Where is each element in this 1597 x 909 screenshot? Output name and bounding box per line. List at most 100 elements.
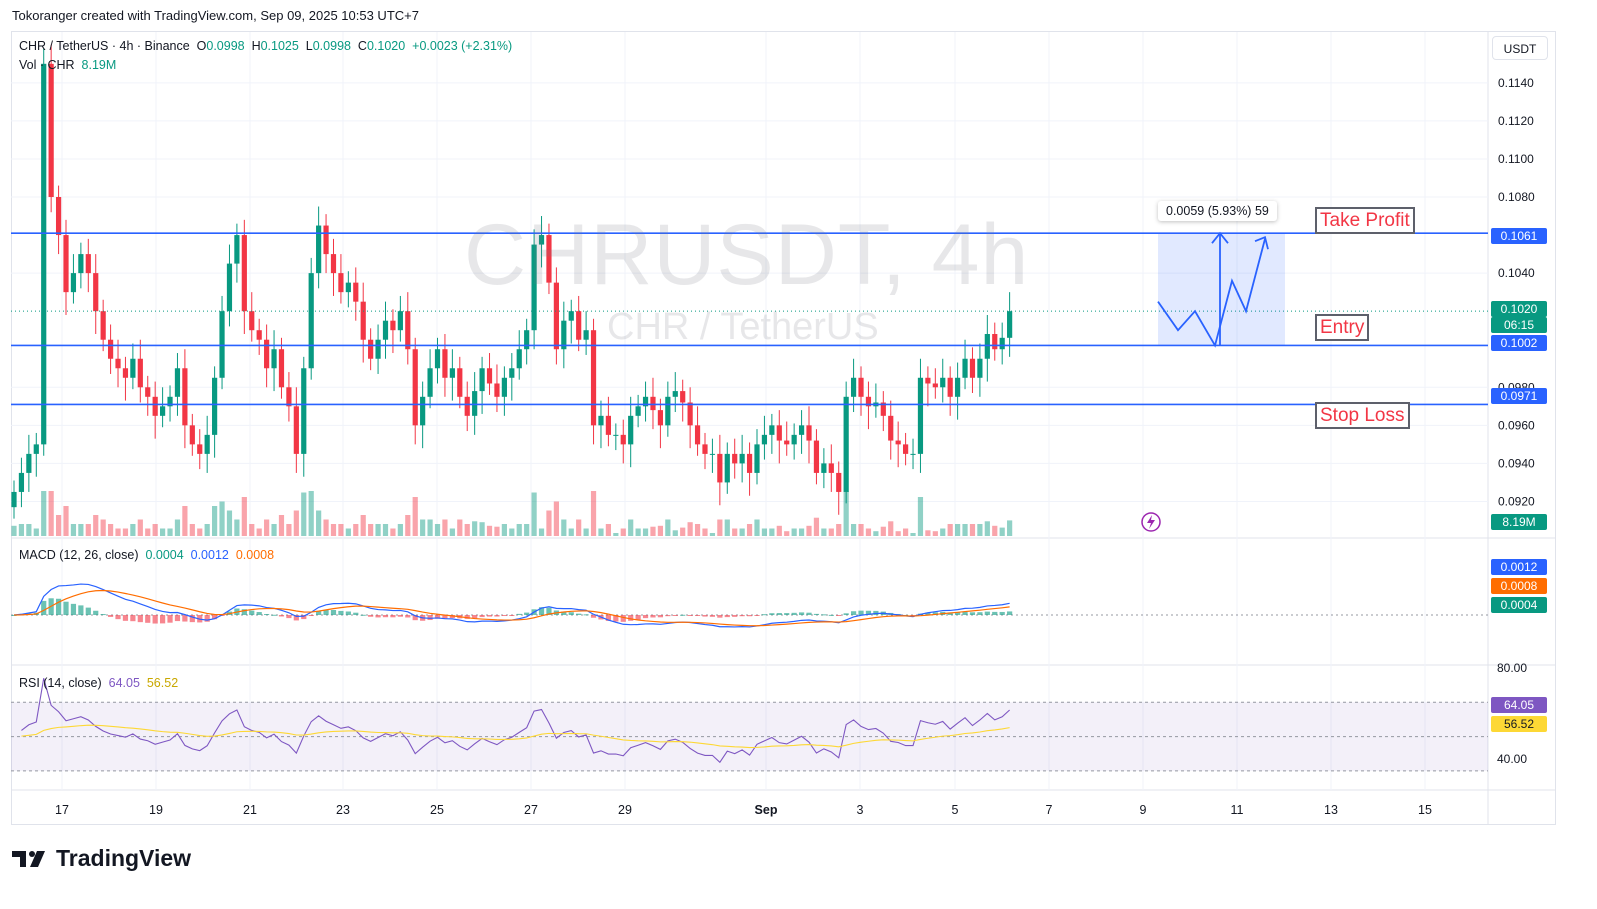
- volume-bar: [18, 524, 25, 536]
- macd-histogram-bar: [107, 615, 114, 617]
- volume-bar: [613, 533, 619, 536]
- macd-legend[interactable]: MACD (12, 26, close) 0.0004 0.0012 0.000…: [19, 548, 275, 562]
- macd-histogram-bar: [189, 615, 195, 623]
- volume-bar: [48, 491, 54, 536]
- volume-bar: [717, 519, 723, 536]
- candle: [122, 368, 129, 378]
- candle: [702, 444, 708, 454]
- symbol-legend[interactable]: CHR / TetherUS · 4h · Binance O0.0998 H0…: [19, 39, 513, 53]
- volume-bar: [234, 519, 240, 536]
- volume-bar: [917, 497, 924, 536]
- macd-histogram-bar: [486, 615, 493, 617]
- currency-button[interactable]: USDT: [1492, 36, 1548, 60]
- candle: [479, 368, 485, 392]
- volume-bar: [739, 528, 745, 536]
- volume-bar: [85, 524, 91, 536]
- take-profit-label[interactable]: Take Profit: [1315, 207, 1415, 234]
- macd-histogram-bar: [576, 613, 582, 615]
- volume-bar: [189, 524, 195, 536]
- volume-bar: [746, 524, 753, 536]
- candle: [18, 472, 25, 492]
- candle: [70, 273, 77, 293]
- macd-histogram-bar: [702, 615, 708, 617]
- volume-bar: [316, 510, 322, 536]
- candle: [204, 434, 210, 454]
- candle: [316, 225, 322, 274]
- candle: [761, 434, 768, 445]
- candle: [828, 463, 834, 473]
- macd-histogram-bar: [694, 615, 701, 616]
- volume-bar: [100, 519, 106, 536]
- volume-bar: [501, 524, 507, 536]
- candle: [182, 368, 188, 426]
- candle: [212, 377, 218, 435]
- volume-bar: [821, 528, 827, 536]
- candle: [910, 453, 916, 455]
- volume-bar: [293, 510, 299, 536]
- macd-histogram-bar: [561, 611, 567, 615]
- volume-bar: [152, 524, 158, 536]
- volume-bar: [888, 521, 894, 536]
- brand-name: TradingView: [56, 845, 192, 871]
- macd-histogram-bar: [212, 615, 218, 620]
- candle: [813, 440, 820, 473]
- volume-bar: [130, 524, 136, 536]
- macd-histogram-bar: [360, 614, 366, 616]
- volume-bar: [984, 521, 990, 536]
- volume-bar: [865, 528, 872, 536]
- macd-histogram-bar: [1007, 611, 1013, 615]
- candle: [895, 440, 901, 445]
- volume-bar: [479, 522, 485, 536]
- volume-bar: [1007, 520, 1013, 536]
- stop-loss-label[interactable]: Stop Loss: [1315, 402, 1410, 429]
- volume-bar: [910, 533, 916, 536]
- macd-histogram-bar: [843, 613, 849, 615]
- volume-bar: [33, 528, 39, 536]
- macd-histogram-bar: [308, 615, 314, 616]
- rsi-legend[interactable]: RSI (14, close) 64.05 56.52: [19, 676, 179, 690]
- volume-bar: [828, 528, 834, 536]
- candle: [434, 349, 441, 369]
- volume-bar: [41, 491, 47, 536]
- entry-label[interactable]: Entry: [1315, 314, 1370, 341]
- volume-legend[interactable]: Vol · CHR 8.19M: [19, 58, 117, 72]
- chart-credit: Tokoranger created with TradingView.com,…: [12, 8, 419, 23]
- volume-bar: [895, 531, 901, 536]
- volume-bar: [137, 519, 143, 536]
- macd-value: 0.0012: [190, 548, 229, 562]
- time-tick-label: 15: [1418, 803, 1432, 817]
- macd-histogram-bar: [687, 615, 693, 616]
- high-value: 0.1025: [260, 39, 299, 53]
- low-value: 0.0998: [312, 39, 351, 53]
- volume-bar: [330, 524, 337, 536]
- watermark-name: CHR / TetherUS: [607, 306, 879, 348]
- volume-bar: [583, 528, 589, 536]
- symbol-line: CHR / TetherUS · 4h · Binance: [19, 39, 190, 53]
- macd-histogram-bar: [828, 614, 834, 616]
- tradingview-logo[interactable]: TradingView: [12, 845, 191, 872]
- candle: [576, 311, 582, 340]
- candle: [635, 406, 641, 416]
- time-tick-label: 5: [952, 803, 959, 817]
- candle: [784, 440, 790, 445]
- volume-bar: [813, 517, 820, 536]
- volume-bar: [308, 491, 314, 536]
- volume-bar: [784, 531, 790, 536]
- volume-bar: [791, 528, 797, 536]
- volume-bar: [628, 519, 634, 536]
- countdown-tag: 06:15: [1491, 317, 1547, 333]
- macd-histogram-bar: [63, 601, 69, 615]
- macd-histogram-bar: [464, 615, 470, 619]
- volume-bar: [182, 506, 188, 536]
- macd-histogram-bar: [821, 614, 827, 616]
- volume-bar: [568, 528, 574, 536]
- macd-histogram-bar: [115, 615, 121, 620]
- histogram-tag: 0.0004: [1491, 597, 1547, 613]
- macd-histogram-bar: [605, 615, 611, 621]
- candle: [286, 387, 292, 407]
- candle: [977, 358, 983, 378]
- candle: [264, 339, 270, 369]
- volume-bar: [524, 524, 530, 536]
- macd-histogram-bar: [501, 615, 507, 616]
